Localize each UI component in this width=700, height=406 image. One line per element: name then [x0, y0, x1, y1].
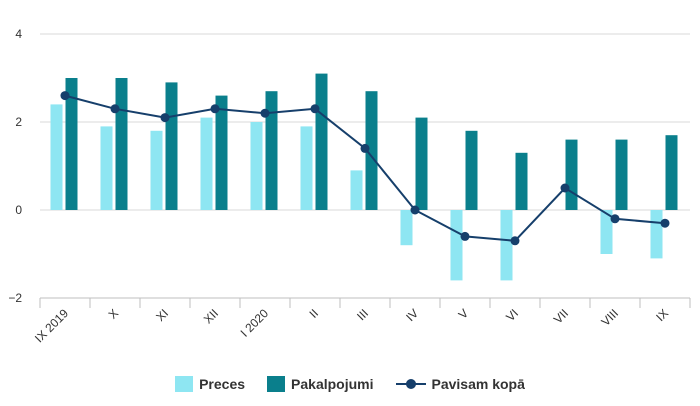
bar-pakalpojumi	[515, 152, 528, 210]
point-pavisam-kopa	[260, 108, 270, 118]
bar-pakalpojumi	[265, 91, 278, 210]
x-tick-label: IV	[403, 306, 421, 324]
bar-preces	[300, 126, 313, 210]
bar-preces	[50, 104, 63, 210]
bar-preces	[150, 130, 163, 210]
x-tick-label: IX	[653, 306, 671, 324]
x-tick-label: XI	[153, 306, 171, 324]
chart-svg: 4 2 0 −2 IX 2019 X XI XII I 2020 II III …	[8, 27, 691, 345]
legend-label-pakalpojumi: Pakalpojumi	[291, 376, 374, 392]
point-pavisam-kopa	[410, 205, 420, 215]
legend-label-pavisam-kopa: Pavisam kopā	[431, 376, 525, 392]
legend-item-preces: Preces	[175, 376, 245, 392]
y-tick-label: 4	[15, 27, 22, 41]
x-tick-label: II	[307, 306, 322, 321]
bar-pakalpojumi	[65, 78, 78, 210]
bar-preces	[100, 126, 113, 210]
x-tick-label: IX 2019	[32, 306, 71, 345]
bar-pakalpojumi	[665, 135, 678, 210]
bar-pakalpojumi	[615, 139, 628, 210]
x-axis	[39, 297, 691, 308]
bar-pakalpojumi	[215, 95, 228, 210]
bar-pakalpojumi	[165, 82, 178, 210]
bar-preces	[200, 117, 213, 210]
y-tick-label: 2	[15, 115, 22, 129]
bar-pakalpojumi	[115, 78, 128, 210]
legend-label-preces: Preces	[199, 376, 246, 392]
point-pavisam-kopa	[60, 91, 70, 101]
bar-preces	[500, 210, 513, 281]
legend-item-pavisam-kopa: Pavisam kopā	[395, 376, 525, 392]
bar-pakalpojumi	[465, 130, 478, 210]
bar-preces	[350, 170, 363, 210]
point-pavisam-kopa	[160, 113, 170, 123]
bar-pakalpojumi	[565, 139, 578, 210]
bar-preces	[650, 210, 663, 259]
x-tick-label: VIII	[598, 306, 621, 329]
bar-preces	[450, 210, 463, 281]
legend-swatch-pakalpojumi	[267, 376, 286, 392]
gridlines	[40, 33, 690, 299]
point-pavisam-kopa	[110, 104, 120, 114]
point-pavisam-kopa	[460, 231, 470, 241]
bars	[50, 73, 678, 281]
x-tick-label: VII	[551, 306, 571, 326]
point-pavisam-kopa	[660, 218, 670, 228]
bar-pakalpojumi	[365, 91, 378, 210]
point-pavisam-kopa	[560, 183, 570, 193]
y-tick-label: 0	[15, 203, 22, 217]
point-pavisam-kopa	[360, 143, 370, 153]
point-pavisam-kopa	[310, 104, 320, 114]
x-tick-label: V	[456, 306, 472, 322]
total-line	[60, 91, 670, 246]
bar-preces	[600, 210, 613, 254]
legend-item-pakalpojumi: Pakalpojumi	[267, 376, 374, 392]
point-pavisam-kopa	[610, 214, 620, 224]
legend-swatch-pavisam-kopa	[395, 376, 426, 392]
y-tick-label: −2	[8, 291, 22, 305]
point-pavisam-kopa	[210, 104, 220, 114]
bar-preces	[400, 210, 413, 246]
x-tick-label: X	[106, 306, 122, 322]
bar-pakalpojumi	[415, 117, 428, 210]
point-pavisam-kopa	[510, 236, 520, 246]
bar-preces	[250, 122, 263, 210]
x-tick-label: XII	[201, 306, 221, 326]
x-tick-label: III	[354, 306, 371, 323]
chart-legend: Preces Pakalpojumi Pavisam kopā	[0, 376, 700, 392]
legend-swatch-preces	[175, 376, 194, 392]
y-axis-ticks: 4 2 0 −2	[8, 27, 22, 305]
bar-pakalpojumi	[315, 73, 328, 210]
x-tick-label: I 2020	[238, 306, 272, 340]
x-tick-label: VI	[503, 306, 521, 324]
x-axis-ticks: IX 2019 X XI XII I 2020 II III IV V VI V…	[32, 306, 671, 345]
